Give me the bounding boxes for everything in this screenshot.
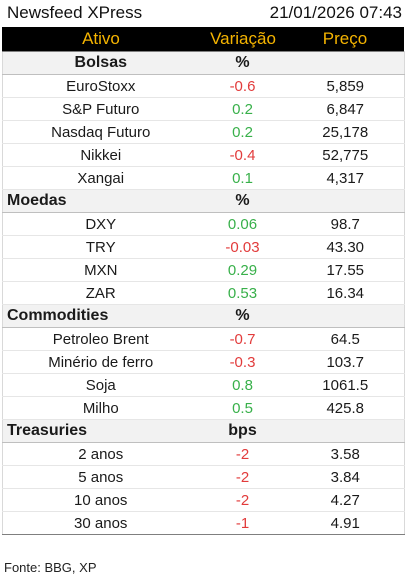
table-row: DXY 0.06 98.7 (2, 212, 405, 236)
asset-change: 0.29 (198, 258, 287, 282)
asset-name: Milho (2, 396, 199, 420)
section-blank (286, 189, 405, 213)
asset-name: DXY (2, 212, 199, 236)
asset-name: 2 anos (2, 442, 199, 466)
asset-price: 3.84 (286, 465, 405, 489)
asset-name: ZAR (2, 281, 199, 305)
asset-price: 4.27 (286, 488, 405, 512)
asset-price: 425.8 (286, 396, 405, 420)
section-unit: % (198, 189, 287, 213)
section-title: Commodities (2, 304, 199, 328)
section-title: Bolsas (2, 51, 199, 75)
table-row: ZAR 0.53 16.34 (2, 281, 405, 305)
asset-name: MXN (2, 258, 199, 282)
asset-change: -0.03 (198, 235, 287, 259)
section-unit: % (198, 304, 287, 328)
source-footnote: Fonte: BBG, XP (4, 560, 97, 575)
section-blank (286, 304, 405, 328)
asset-change: -0.4 (198, 143, 287, 167)
asset-change: -2 (198, 488, 287, 512)
table-row: Minério de ferro -0.3 103.7 (2, 350, 405, 374)
table-row: EuroStoxx -0.6 5,859 (2, 74, 405, 98)
table-row: Milho 0.5 425.8 (2, 396, 405, 420)
table-row: Nasdaq Futuro 0.2 25,178 (2, 120, 405, 144)
asset-price: 52,775 (286, 143, 405, 167)
asset-name: Petroleo Brent (2, 327, 199, 351)
asset-price: 103.7 (286, 350, 405, 374)
asset-name: S&P Futuro (2, 97, 199, 121)
table-row: MXN 0.29 17.55 (2, 258, 405, 282)
column-header-change: Variação (210, 29, 276, 48)
table-row: Xangai 0.1 4,317 (2, 166, 405, 190)
asset-change: 0.2 (198, 97, 287, 121)
section-header-treasuries: Treasuries bps (2, 419, 405, 443)
asset-change: 0.2 (198, 120, 287, 144)
table-row: S&P Futuro 0.2 6,847 (2, 97, 405, 121)
asset-name: 10 anos (2, 488, 199, 512)
asset-name: Nasdaq Futuro (2, 120, 199, 144)
report-header: Newsfeed XPress 21/01/2026 07:43 (0, 0, 406, 26)
asset-price: 25,178 (286, 120, 405, 144)
market-table: Bolsas % EuroStoxx -0.6 5,859 S&P Futuro… (2, 51, 405, 535)
asset-price: 43.30 (286, 235, 405, 259)
asset-name: Xangai (2, 166, 199, 190)
section-unit: % (198, 51, 287, 75)
asset-change: 0.53 (198, 281, 287, 305)
section-blank (286, 419, 405, 443)
asset-name: TRY (2, 235, 199, 259)
asset-price: 16.34 (286, 281, 405, 305)
section-title: Treasuries (2, 419, 199, 443)
table-row: Nikkei -0.4 52,775 (2, 143, 405, 167)
asset-name: Nikkei (2, 143, 199, 167)
asset-name: EuroStoxx (2, 74, 199, 98)
asset-price: 6,847 (286, 97, 405, 121)
asset-change: -0.7 (198, 327, 287, 351)
asset-price: 4,317 (286, 166, 405, 190)
table-row: 10 anos -2 4.27 (2, 488, 405, 512)
column-header-bar: Ativo Variação Preço (2, 27, 404, 51)
section-blank (286, 51, 405, 75)
asset-change: 0.1 (198, 166, 287, 190)
report-datetime: 21/01/2026 07:43 (269, 3, 402, 22)
asset-price: 1061.5 (286, 373, 405, 397)
section-header-commodities: Commodities % (2, 304, 405, 328)
asset-name: Soja (2, 373, 199, 397)
section-header-moedas: Moedas % (2, 189, 405, 213)
asset-price: 5,859 (286, 74, 405, 98)
table-row: Soja 0.8 1061.5 (2, 373, 405, 397)
asset-price: 17.55 (286, 258, 405, 282)
section-title: Moedas (2, 189, 199, 213)
asset-name: Minério de ferro (2, 350, 199, 374)
table-row: 30 anos -1 4.91 (2, 511, 405, 535)
asset-change: -1 (198, 511, 287, 535)
column-header-price: Preço (322, 29, 368, 48)
asset-name: 5 anos (2, 465, 199, 489)
column-header-asset: Ativo (82, 29, 120, 48)
table-row: 5 anos -2 3.84 (2, 465, 405, 489)
section-unit: bps (198, 419, 287, 443)
asset-change: -0.6 (198, 74, 287, 98)
asset-change: -2 (198, 442, 287, 466)
report-title: Newsfeed XPress (7, 3, 143, 22)
section-header-bolsas: Bolsas % (2, 51, 405, 75)
asset-price: 64.5 (286, 327, 405, 351)
asset-price: 4.91 (286, 511, 405, 535)
asset-name: 30 anos (2, 511, 199, 535)
table-row: TRY -0.03 43.30 (2, 235, 405, 259)
asset-price: 3.58 (286, 442, 405, 466)
asset-price: 98.7 (286, 212, 405, 236)
asset-change: -2 (198, 465, 287, 489)
asset-change: 0.8 (198, 373, 287, 397)
table-row: Petroleo Brent -0.7 64.5 (2, 327, 405, 351)
asset-change: 0.06 (198, 212, 287, 236)
asset-change: -0.3 (198, 350, 287, 374)
asset-change: 0.5 (198, 396, 287, 420)
table-row: 2 anos -2 3.58 (2, 442, 405, 466)
